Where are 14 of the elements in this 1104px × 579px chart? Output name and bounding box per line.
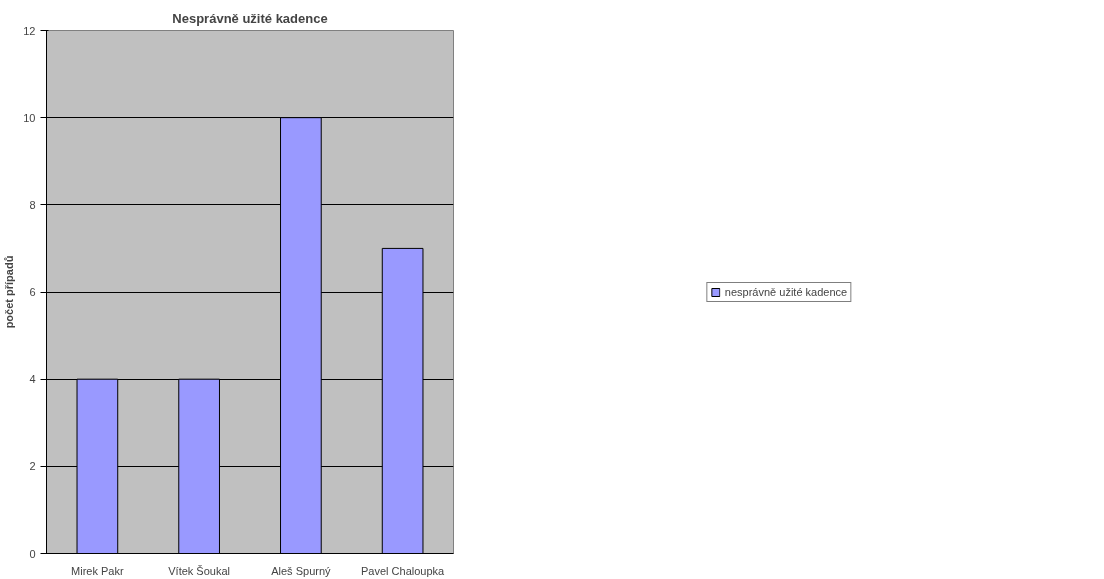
chart-title: Nesprávně užité kadence — [172, 10, 328, 26]
x-tick-label: Mirek Pakr — [71, 564, 124, 577]
y-tick-label: 10 — [23, 111, 36, 124]
y-tick-label: 4 — [29, 373, 36, 386]
y-tick-label: 2 — [29, 460, 36, 473]
legend-label: nesprávně užité kadence — [724, 285, 848, 298]
y-tick-label: 6 — [29, 286, 36, 298]
x-tick-label: Pavel Chaloupka — [361, 564, 446, 577]
x-tick-label: Vítek Šoukal — [168, 564, 231, 577]
y-tick-label: 12 — [23, 24, 36, 37]
y-tick-label: 0 — [29, 547, 36, 560]
y-tick-label: 8 — [29, 198, 36, 211]
y-axis-title: počet případů — [3, 255, 16, 329]
x-tick-label: Aleš Spurný — [271, 564, 332, 577]
